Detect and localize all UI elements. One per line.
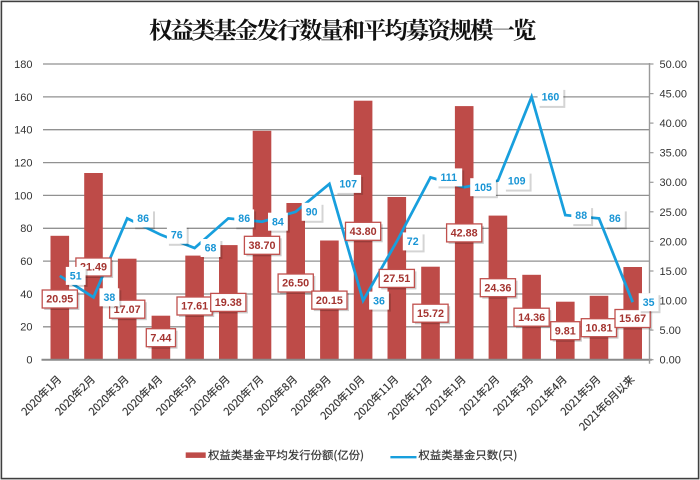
svg-text:10.00: 10.00 xyxy=(660,296,688,308)
svg-text:40.00: 40.00 xyxy=(660,118,688,130)
svg-text:43.80: 43.80 xyxy=(350,226,377,238)
svg-text:160: 160 xyxy=(542,92,560,104)
svg-text:17.61: 17.61 xyxy=(181,301,208,313)
svg-text:15.67: 15.67 xyxy=(619,313,646,325)
svg-text:0.00: 0.00 xyxy=(660,355,681,367)
svg-text:109: 109 xyxy=(508,175,526,187)
svg-text:76: 76 xyxy=(171,230,183,242)
svg-text:21.49: 21.49 xyxy=(80,262,107,274)
svg-text:107: 107 xyxy=(339,179,357,191)
svg-text:90: 90 xyxy=(306,207,318,219)
svg-text:20.95: 20.95 xyxy=(46,294,73,306)
svg-text:72: 72 xyxy=(407,236,419,248)
svg-text:36: 36 xyxy=(373,295,385,307)
svg-text:140: 140 xyxy=(14,125,32,137)
svg-text:38: 38 xyxy=(104,292,116,304)
svg-text:80: 80 xyxy=(20,223,32,235)
svg-text:105: 105 xyxy=(474,182,492,194)
svg-text:35: 35 xyxy=(643,297,655,309)
svg-text:15.00: 15.00 xyxy=(660,266,688,278)
svg-text:27.51: 27.51 xyxy=(383,273,410,285)
svg-text:111: 111 xyxy=(441,172,458,184)
svg-text:30.00: 30.00 xyxy=(660,177,688,189)
svg-text:160: 160 xyxy=(14,92,32,104)
svg-text:180: 180 xyxy=(14,59,32,71)
svg-text:0: 0 xyxy=(26,355,32,367)
svg-text:42.88: 42.88 xyxy=(451,228,478,240)
svg-text:86: 86 xyxy=(137,213,149,225)
svg-text:68: 68 xyxy=(205,243,217,255)
svg-text:45.00: 45.00 xyxy=(660,89,688,101)
svg-text:25.00: 25.00 xyxy=(660,207,688,219)
svg-text:19.38: 19.38 xyxy=(215,297,242,309)
svg-text:20.15: 20.15 xyxy=(316,295,343,307)
svg-text:17.07: 17.07 xyxy=(114,304,141,316)
svg-text:40: 40 xyxy=(20,289,32,301)
svg-text:26.50: 26.50 xyxy=(282,278,309,290)
svg-text:5.00: 5.00 xyxy=(660,325,681,337)
svg-text:86: 86 xyxy=(238,213,250,225)
svg-text:14.36: 14.36 xyxy=(518,312,545,324)
svg-text:88: 88 xyxy=(575,210,587,222)
svg-text:24.36: 24.36 xyxy=(484,282,511,294)
svg-text:120: 120 xyxy=(14,158,32,170)
svg-text:20.00: 20.00 xyxy=(660,236,688,248)
svg-text:51: 51 xyxy=(70,271,82,283)
svg-text:15.72: 15.72 xyxy=(417,308,444,320)
svg-text:38.70: 38.70 xyxy=(248,240,275,252)
svg-text:86: 86 xyxy=(609,213,621,225)
svg-text:84: 84 xyxy=(272,216,284,228)
svg-text:7.44: 7.44 xyxy=(150,332,171,344)
svg-text:50.00: 50.00 xyxy=(660,59,688,71)
svg-text:9.81: 9.81 xyxy=(555,325,576,337)
svg-text:35.00: 35.00 xyxy=(660,148,688,160)
svg-text:100: 100 xyxy=(14,190,32,202)
svg-text:60: 60 xyxy=(20,256,32,268)
svg-text:10.81: 10.81 xyxy=(585,322,612,334)
svg-text:20: 20 xyxy=(20,322,32,334)
